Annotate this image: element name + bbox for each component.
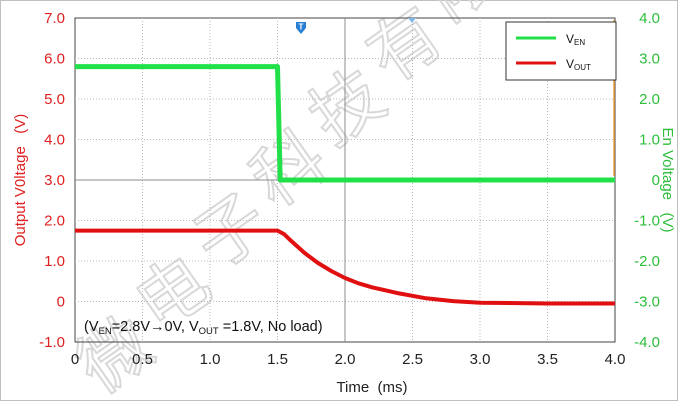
x-tick-label: 3.0	[470, 351, 491, 368]
legend-vout-sub: OUT	[574, 63, 591, 72]
trigger-marker-icon	[296, 22, 306, 34]
x-tick-label: 1.0	[200, 351, 221, 368]
annotation-part-2: =2.8V→0V, V	[112, 319, 199, 335]
y-left-tick-label: 3.0	[44, 172, 65, 189]
series-line-ven	[75, 64, 615, 183]
annotation: (VEN=2.8V→0V, VOUT =1.8V, No load)	[84, 319, 323, 337]
annotation-part-1: (V	[84, 319, 99, 335]
y-axis-right-label: En Voltage (V)	[659, 127, 676, 232]
x-tick-label: 1.5	[267, 351, 288, 368]
y-right-tick-label: 1.0	[639, 132, 660, 149]
legend: VEN VOUT	[505, 21, 617, 81]
y-right-tick-label: 0	[652, 172, 660, 189]
trigger-position-icon	[408, 18, 416, 23]
y-left-tick-label: 2.0	[44, 213, 65, 230]
x-tick-label: 3.5	[537, 351, 558, 368]
x-tick-label: 0.5	[132, 351, 153, 368]
y-right-tick-label: -1.0	[634, 213, 660, 230]
x-axis-label: Time (ms)	[336, 379, 407, 396]
legend-label-ven: VEN	[566, 32, 585, 47]
tick-labels: 7.06.05.04.03.02.01.00-1.04.03.02.01.00-…	[39, 10, 660, 368]
y-left-tick-label: 4.0	[44, 132, 65, 149]
y-right-tick-label: -3.0	[634, 294, 660, 311]
x-tick-label: 2.0	[335, 351, 356, 368]
legend-vout-main: V	[566, 57, 574, 71]
legend-box	[505, 21, 617, 81]
y-left-tick-label: 0	[57, 294, 65, 311]
watermark: 微电子科技有限	[63, 0, 515, 401]
x-tick-label: 4.0	[605, 351, 626, 368]
y-left-tick-label: -1.0	[39, 334, 65, 351]
y-left-tick-label: 5.0	[44, 91, 65, 108]
y-right-tick-label: -2.0	[634, 253, 660, 270]
annotation-sub-out: OUT	[199, 326, 219, 337]
y-right-tick-label: 4.0	[639, 10, 660, 27]
trigger-marker: T	[296, 18, 416, 34]
x-tick-label: 0	[71, 351, 79, 368]
series-line-vout	[75, 228, 615, 306]
y-right-tick-label: 2.0	[639, 91, 660, 108]
y-right-tick-label: 3.0	[639, 51, 660, 68]
y-axis-left-label: Output V0ltage (V)	[12, 114, 29, 247]
y-right-tick-label: -4.0	[634, 334, 660, 351]
y-left-tick-label: 7.0	[44, 10, 65, 27]
annotation-sub-en: EN	[99, 326, 112, 337]
y-left-tick-label: 1.0	[44, 253, 65, 270]
legend-label-vout: VOUT	[566, 57, 591, 72]
annotation-part-3: =1.8V, No load)	[219, 319, 323, 335]
x-tick-label: 2.5	[402, 351, 423, 368]
y-left-tick-label: 6.0	[44, 51, 65, 68]
legend-ven-main: V	[566, 32, 574, 46]
trigger-marker-label: T	[299, 23, 304, 32]
legend-ven-sub: EN	[574, 38, 585, 47]
